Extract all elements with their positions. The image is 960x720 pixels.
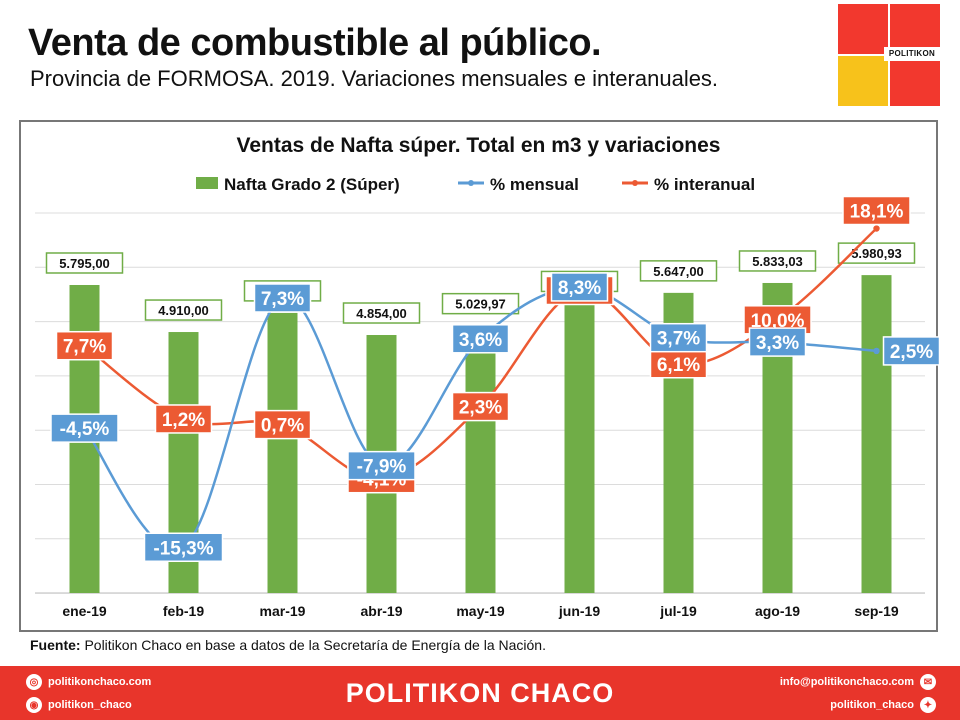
bar-label-box (45, 252, 124, 274)
mensual-data-label: 3,6% (459, 330, 502, 351)
mensual-label-box (882, 336, 941, 366)
x-tick-label: jul-19 (659, 603, 697, 619)
x-tick-label: ene-19 (62, 603, 107, 619)
footer-instagram[interactable]: ◉ politikon_chaco (26, 697, 132, 713)
footer-instagram-text: politikon_chaco (48, 699, 132, 711)
interanual-data-label: 6,1% (657, 355, 700, 376)
mail-icon: ✉ (920, 674, 936, 690)
mensual-data-label: 7,3% (261, 289, 304, 310)
mensual-line (83, 285, 877, 552)
mensual-data-label: 2,5% (890, 342, 933, 363)
logo-text: POLITIKON (884, 47, 940, 61)
x-tick-label: mar-19 (260, 603, 306, 619)
bar-label-box (144, 299, 223, 321)
legend-label: Nafta Grado 2 (Súper) (224, 175, 400, 194)
bar-data-label: 5.647,00 (653, 264, 704, 279)
x-tick-label: abr-19 (360, 603, 402, 619)
interanual-label-box (55, 330, 114, 361)
mensual-label-box (550, 272, 609, 302)
x-tick-label: jun-19 (558, 603, 600, 619)
interanual-data-label: 0,7% (261, 416, 304, 437)
globe-icon: ◎ (26, 674, 42, 690)
footer-bar: ◎ politikonchaco.com ◉ politikon_chaco P… (0, 666, 960, 720)
interanual-data-label: 2,3% (459, 398, 502, 419)
footer-email[interactable]: info@politikonchaco.com ✉ (780, 674, 936, 690)
bar-label-box (639, 260, 718, 282)
legend-label: % interanual (654, 175, 755, 194)
interanual-data-label: 18,1% (850, 202, 904, 223)
mensual-data-label: 8,3% (558, 278, 601, 299)
bar-label-box (738, 250, 817, 272)
x-tick-label: ago-19 (755, 603, 800, 619)
page-subtitle: Provincia de FORMOSA. 2019. Variaciones … (30, 66, 719, 91)
mensual-data-label: 3,7% (657, 329, 700, 350)
footer-email-text: info@politikonchaco.com (779, 676, 914, 688)
twitter-icon: ✦ (920, 697, 936, 713)
bar (465, 325, 496, 593)
mensual-data-label: 3,3% (756, 333, 799, 354)
mensual-label-box (253, 283, 312, 313)
mensual-data-label: -4,5% (60, 419, 110, 440)
bar-data-label: 4.854,00 (356, 306, 407, 321)
bar (861, 275, 892, 593)
bar-data-label: 5.029,97 (455, 297, 506, 312)
bar-data-label: 5.833,03 (752, 254, 803, 269)
interanual-data-label: 7,7% (63, 337, 106, 358)
instagram-icon: ◉ (26, 697, 42, 713)
footer-website-text: politikonchaco.com (48, 676, 152, 688)
mensual-data-label: -7,9% (357, 457, 407, 478)
footer-website[interactable]: ◎ politikonchaco.com (26, 674, 151, 690)
interanual-label-box (154, 404, 213, 434)
source-label: Fuente: (30, 637, 81, 653)
bar-data-label: 5.980,93 (851, 246, 902, 261)
bar-data-label: 4.910,00 (158, 303, 209, 318)
interanual-data-label: 1,2% (162, 410, 205, 431)
mensual-point (873, 347, 880, 355)
mensual-label-box (143, 532, 224, 563)
bar (564, 303, 595, 593)
x-tick-label: sep-19 (854, 603, 899, 619)
footer-twitter[interactable]: politikon_chaco ✦ (830, 697, 936, 713)
source-note: Fuente: Politikon Chaco en base a datos … (30, 637, 546, 653)
mensual-label-box (748, 327, 807, 357)
legend-swatch-marker (468, 180, 474, 186)
x-tick-label: may-19 (456, 603, 504, 619)
bar-data-label: 5.795,00 (59, 256, 110, 271)
interanual-point (873, 225, 880, 232)
politikon-logo: POLITIKON (838, 4, 940, 106)
mensual-label-box (649, 322, 708, 353)
legend-swatch-bar (196, 177, 218, 189)
footer-brand: POLITIKON CHACO (345, 678, 615, 708)
interanual-data-label: 10,0% (751, 311, 805, 332)
chart-title: Ventas de Nafta súper. Total en m3 y var… (236, 134, 721, 157)
bar (267, 312, 298, 593)
interanual-label-box (451, 391, 510, 422)
legend-swatch-marker (632, 180, 638, 186)
page-title: Venta de combustible al público. (28, 22, 602, 64)
bar-label-box (342, 302, 421, 324)
interanual-label-box (649, 349, 708, 379)
mensual-label-box (50, 413, 119, 443)
footer-twitter-text: politikon_chaco (830, 699, 914, 711)
mensual-data-label: -15,3% (153, 538, 213, 559)
mensual-label-box (347, 450, 416, 481)
x-tick-label: feb-19 (163, 603, 204, 619)
legend-label: % mensual (490, 175, 579, 194)
mensual-label-box (451, 324, 510, 354)
bar-label-box (441, 292, 520, 315)
interanual-label-box (842, 195, 911, 226)
source-text: Politikon Chaco en base a datos de la Se… (80, 637, 546, 653)
interanual-label-box (253, 409, 312, 440)
